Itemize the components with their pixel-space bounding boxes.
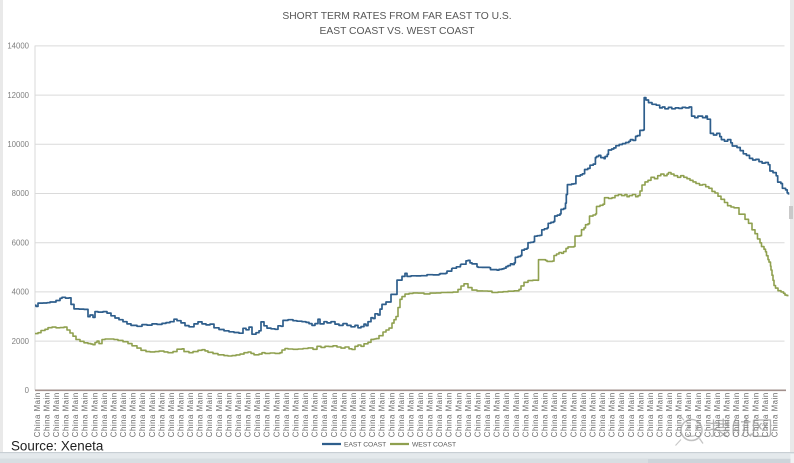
svg-text:China Main: China Main [52,392,61,437]
svg-text:China Main: China Main [263,392,272,437]
svg-text:China Main: China Main [330,392,339,437]
svg-text:China Main: China Main [234,392,243,437]
svg-text:China Main: China Main [301,392,310,437]
svg-text:China Main: China Main [521,392,530,437]
svg-text:China Main: China Main [148,392,157,437]
svg-text:China Main: China Main [205,392,214,437]
svg-text:China Main: China Main [474,392,483,437]
svg-text:China Main: China Main [617,392,626,437]
svg-text:China Main: China Main [138,392,147,437]
svg-text:China Main: China Main [751,392,760,437]
svg-text:China Main: China Main [531,392,540,437]
svg-text:China Main: China Main [579,392,588,437]
svg-text:China Main: China Main [502,392,511,437]
svg-text:China Main: China Main [636,392,645,437]
svg-text:China Main: China Main [454,392,463,437]
svg-text:EAST COAST: EAST COAST [344,442,386,449]
svg-text:China Main: China Main [512,392,521,437]
svg-text:China Main: China Main [349,392,358,437]
svg-text:China Main: China Main [100,392,109,437]
svg-text:China Main: China Main [742,392,751,437]
svg-text:China Main: China Main [292,392,301,437]
svg-text:China Main: China Main [186,392,195,437]
svg-text:China Main: China Main [627,392,636,437]
svg-text:China Main: China Main [109,392,118,437]
svg-text:China Main: China Main [435,392,444,437]
svg-text:China Main: China Main [541,392,550,437]
svg-text:China Main: China Main [483,392,492,437]
svg-text:10000: 10000 [7,140,29,149]
svg-text:Source: Xeneta: Source: Xeneta [11,438,104,453]
svg-text:China Main: China Main [378,392,387,437]
svg-text:China Main: China Main [771,392,780,437]
svg-text:0: 0 [25,386,30,395]
svg-text:China Main: China Main [406,392,415,437]
svg-text:China Main: China Main [445,392,454,437]
svg-text:China Main: China Main [646,392,655,437]
svg-text:China Main: China Main [694,392,703,437]
svg-text:China Main: China Main [320,392,329,437]
svg-text:China Main: China Main [42,392,51,437]
svg-text:8000: 8000 [12,189,30,198]
svg-text:China Main: China Main [119,392,128,437]
svg-text:China Main: China Main [569,392,578,437]
svg-text:China Main: China Main [588,392,597,437]
svg-text:China Main: China Main [244,392,253,437]
svg-text:China Main: China Main [675,392,684,437]
svg-text:China Main: China Main [560,392,569,437]
svg-text:China Main: China Main [723,392,732,437]
svg-text:China Main: China Main [167,392,176,437]
svg-text:China Main: China Main [493,392,502,437]
svg-text:EAST COAST VS. WEST COAST: EAST COAST VS. WEST COAST [319,26,475,37]
svg-text:12000: 12000 [7,91,29,100]
svg-text:China Main: China Main [387,392,396,437]
svg-text:China Main: China Main [71,392,80,437]
svg-text:China Main: China Main [684,392,693,437]
svg-text:China Main: China Main [656,392,665,437]
svg-text:4000: 4000 [12,288,30,297]
svg-text:China Main: China Main [426,392,435,437]
svg-text:China Main: China Main [272,392,281,437]
svg-text:2000: 2000 [12,337,30,346]
svg-text:China Main: China Main [665,392,674,437]
svg-text:6000: 6000 [12,238,30,247]
svg-text:14000: 14000 [7,42,29,51]
svg-text:China Main: China Main [703,392,712,437]
svg-text:China Main: China Main [33,392,42,437]
svg-text:China Main: China Main [90,392,99,437]
svg-text:China Main: China Main [713,392,722,437]
svg-text:China Main: China Main [397,392,406,437]
svg-text:China Main: China Main [282,392,291,437]
svg-text:China Main: China Main [368,392,377,437]
svg-text:China Main: China Main [311,392,320,437]
svg-text:SHORT TERM RATES FROM FAR EAST: SHORT TERM RATES FROM FAR EAST TO U.S. [282,11,511,22]
svg-text:China Main: China Main [608,392,617,437]
svg-text:China Main: China Main [416,392,425,437]
svg-text:China Main: China Main [598,392,607,437]
svg-text:China Main: China Main [177,392,186,437]
svg-text:China Main: China Main [253,392,262,437]
svg-text:China Main: China Main [761,392,770,437]
svg-text:WEST COAST: WEST COAST [412,442,456,449]
svg-text:China Main: China Main [196,392,205,437]
svg-text:China Main: China Main [224,392,233,437]
svg-text:China Main: China Main [81,392,90,437]
svg-text:China Main: China Main [464,392,473,437]
svg-text:China Main: China Main [732,392,741,437]
svg-text:China Main: China Main [215,392,224,437]
svg-text:China Main: China Main [129,392,138,437]
svg-text:China Main: China Main [359,392,368,437]
svg-text:China Main: China Main [339,392,348,437]
svg-text:China Main: China Main [157,392,166,437]
svg-text:China Main: China Main [550,392,559,437]
svg-text:China Main: China Main [62,392,71,437]
